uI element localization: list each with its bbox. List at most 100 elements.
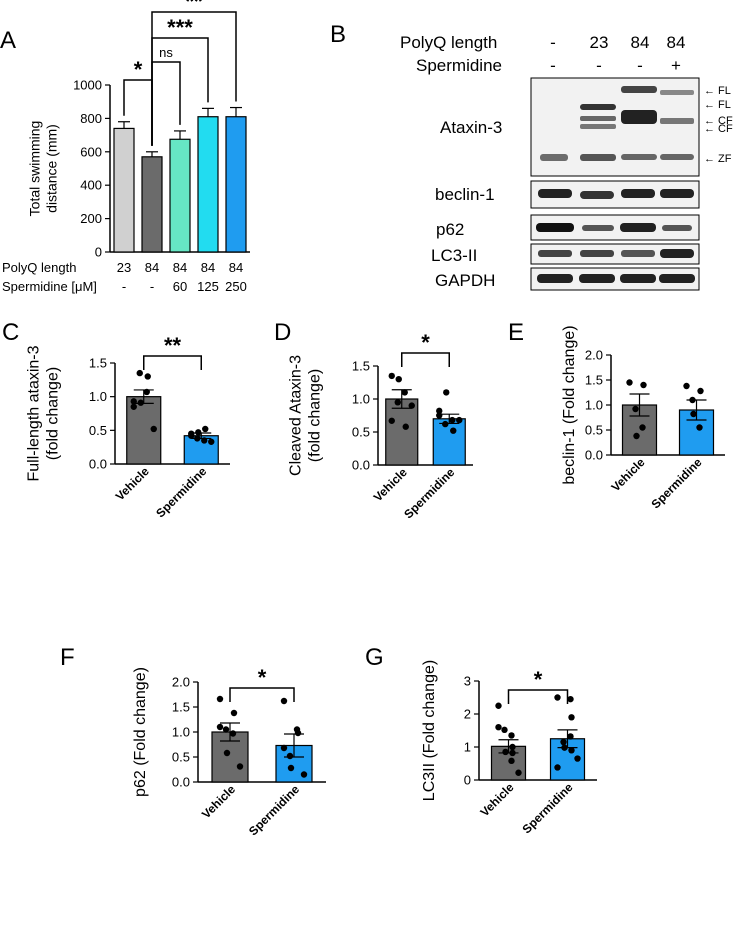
data-point: [501, 726, 508, 734]
blot-header-value: -: [550, 56, 556, 75]
data-point: [130, 398, 137, 405]
y-tick-label: 200: [80, 211, 102, 226]
blot-header-value: -: [596, 56, 602, 75]
blot-band: [620, 274, 656, 283]
y-tick-label: 1.0: [172, 725, 190, 740]
blot-beclin1-bands: [538, 189, 694, 199]
y-tick-label: 0.0: [352, 458, 370, 473]
bar: [169, 138, 191, 253]
x-tick-label: Vehicle: [371, 465, 410, 504]
chart-panel-g: 0 1 2 3 LC3II (Fold change) Vehicle Spermidine…: [421, 660, 597, 836]
blot-marker-cf: ← CF: [704, 115, 733, 127]
blot-band: [660, 249, 694, 258]
data-point: [229, 730, 237, 737]
blot-ataxin3-bands: [540, 86, 694, 161]
data-point: [230, 709, 238, 717]
blot-band: [621, 154, 657, 160]
x-tick-label: 84: [229, 260, 243, 275]
y-tick-label: 0.5: [89, 423, 107, 438]
bar: [225, 116, 247, 253]
blot-label-gapdh: GAPDH: [435, 271, 495, 290]
x-tick-label: Vehicle: [199, 782, 238, 821]
blot-band: [580, 116, 616, 121]
data-point: [222, 726, 230, 733]
blot-header-value: -: [550, 33, 556, 52]
data-point: [509, 743, 516, 751]
bar: [385, 398, 419, 466]
blot-marker-fl: ← FL: [704, 85, 731, 97]
data-point: [136, 369, 143, 377]
data-point: [689, 396, 696, 404]
data-point: [442, 420, 449, 428]
y-tick-label: 0.0: [172, 775, 190, 790]
y-axis-label: LC3II (Fold change): [421, 660, 438, 801]
bar: [113, 127, 135, 253]
data-point: [216, 695, 224, 703]
x-tick-label: 84: [145, 260, 159, 275]
blot-band: [537, 274, 573, 283]
y-tick-label: 1.0: [585, 398, 603, 413]
y-tick-label: 1: [464, 740, 471, 755]
x-row-label: Spermidine [μM]: [2, 279, 97, 294]
panel-label-c: C: [2, 319, 19, 346]
y-axis-label: beclin-1 (Fold change): [561, 325, 578, 484]
significance-label: *: [258, 665, 267, 690]
blot-p62-bands: [536, 223, 692, 232]
blot-label-ataxin3: Ataxin-3: [440, 118, 502, 137]
y-axis-label: Full-length ataxin-3: [26, 345, 43, 481]
data-point: [223, 749, 231, 757]
data-point: [388, 417, 395, 424]
x-tick-label: 84: [201, 260, 215, 275]
blot-lc3-bands: [538, 249, 694, 258]
panel-label-e: E: [508, 319, 524, 346]
significance-label: *: [534, 667, 543, 692]
data-point: [294, 729, 302, 737]
data-point: [201, 437, 208, 444]
y-axis-label: (fold change): [307, 369, 324, 462]
data-point: [194, 435, 201, 442]
y-tick-label: 1.5: [585, 373, 603, 388]
blot-band: [540, 154, 568, 161]
blot-band: [582, 225, 614, 231]
data-point: [150, 425, 157, 433]
panel-label-g: G: [365, 644, 384, 671]
y-tick-label: 0.5: [172, 750, 190, 765]
data-point: [696, 424, 703, 431]
data-point: [401, 389, 408, 396]
y-tick-label: 1.0: [352, 392, 370, 407]
x-tick-label: -: [150, 279, 154, 294]
data-point: [508, 757, 515, 765]
blot-band: [660, 154, 694, 160]
bar: [141, 156, 163, 253]
data-point: [287, 764, 295, 772]
blot-lc3-membrane: [530, 243, 700, 265]
blot-label-p62: p62: [436, 220, 464, 239]
blot-label-lc3: LC3-II: [431, 246, 477, 265]
panel-label-a: A: [0, 27, 16, 54]
y-axis-label: (fold change): [45, 367, 62, 460]
x-tick-label: Spermidine: [153, 464, 209, 520]
data-point: [690, 410, 697, 418]
blot-band: [580, 154, 616, 161]
blot-marker-fl: ← FL: [704, 99, 731, 111]
data-point: [202, 425, 209, 433]
data-point: [495, 702, 502, 709]
chart-panel-a: 0 200 400 600 800 1000 Total swimming distance …: [2, 0, 250, 294]
blot-header-value: -: [637, 56, 643, 75]
bar: [432, 418, 466, 466]
y-tick-label: 1.0: [89, 389, 107, 404]
y-tick-label: 0.5: [585, 423, 603, 438]
x-tick-label: 60: [173, 279, 187, 294]
y-axis-label: distance (mm): [44, 124, 60, 213]
x-tick-label: 250: [225, 279, 247, 294]
blot-band: [536, 223, 574, 232]
data-point: [515, 769, 522, 776]
y-axis-label: Cleaved Ataxin-3: [288, 355, 305, 476]
blot-band: [660, 90, 694, 95]
blot-band: [580, 191, 614, 199]
blot-band: [660, 118, 694, 124]
y-tick-label: 2: [464, 707, 471, 722]
significance-label: **: [164, 333, 182, 358]
blot-band: [621, 250, 655, 257]
data-point: [236, 763, 244, 770]
